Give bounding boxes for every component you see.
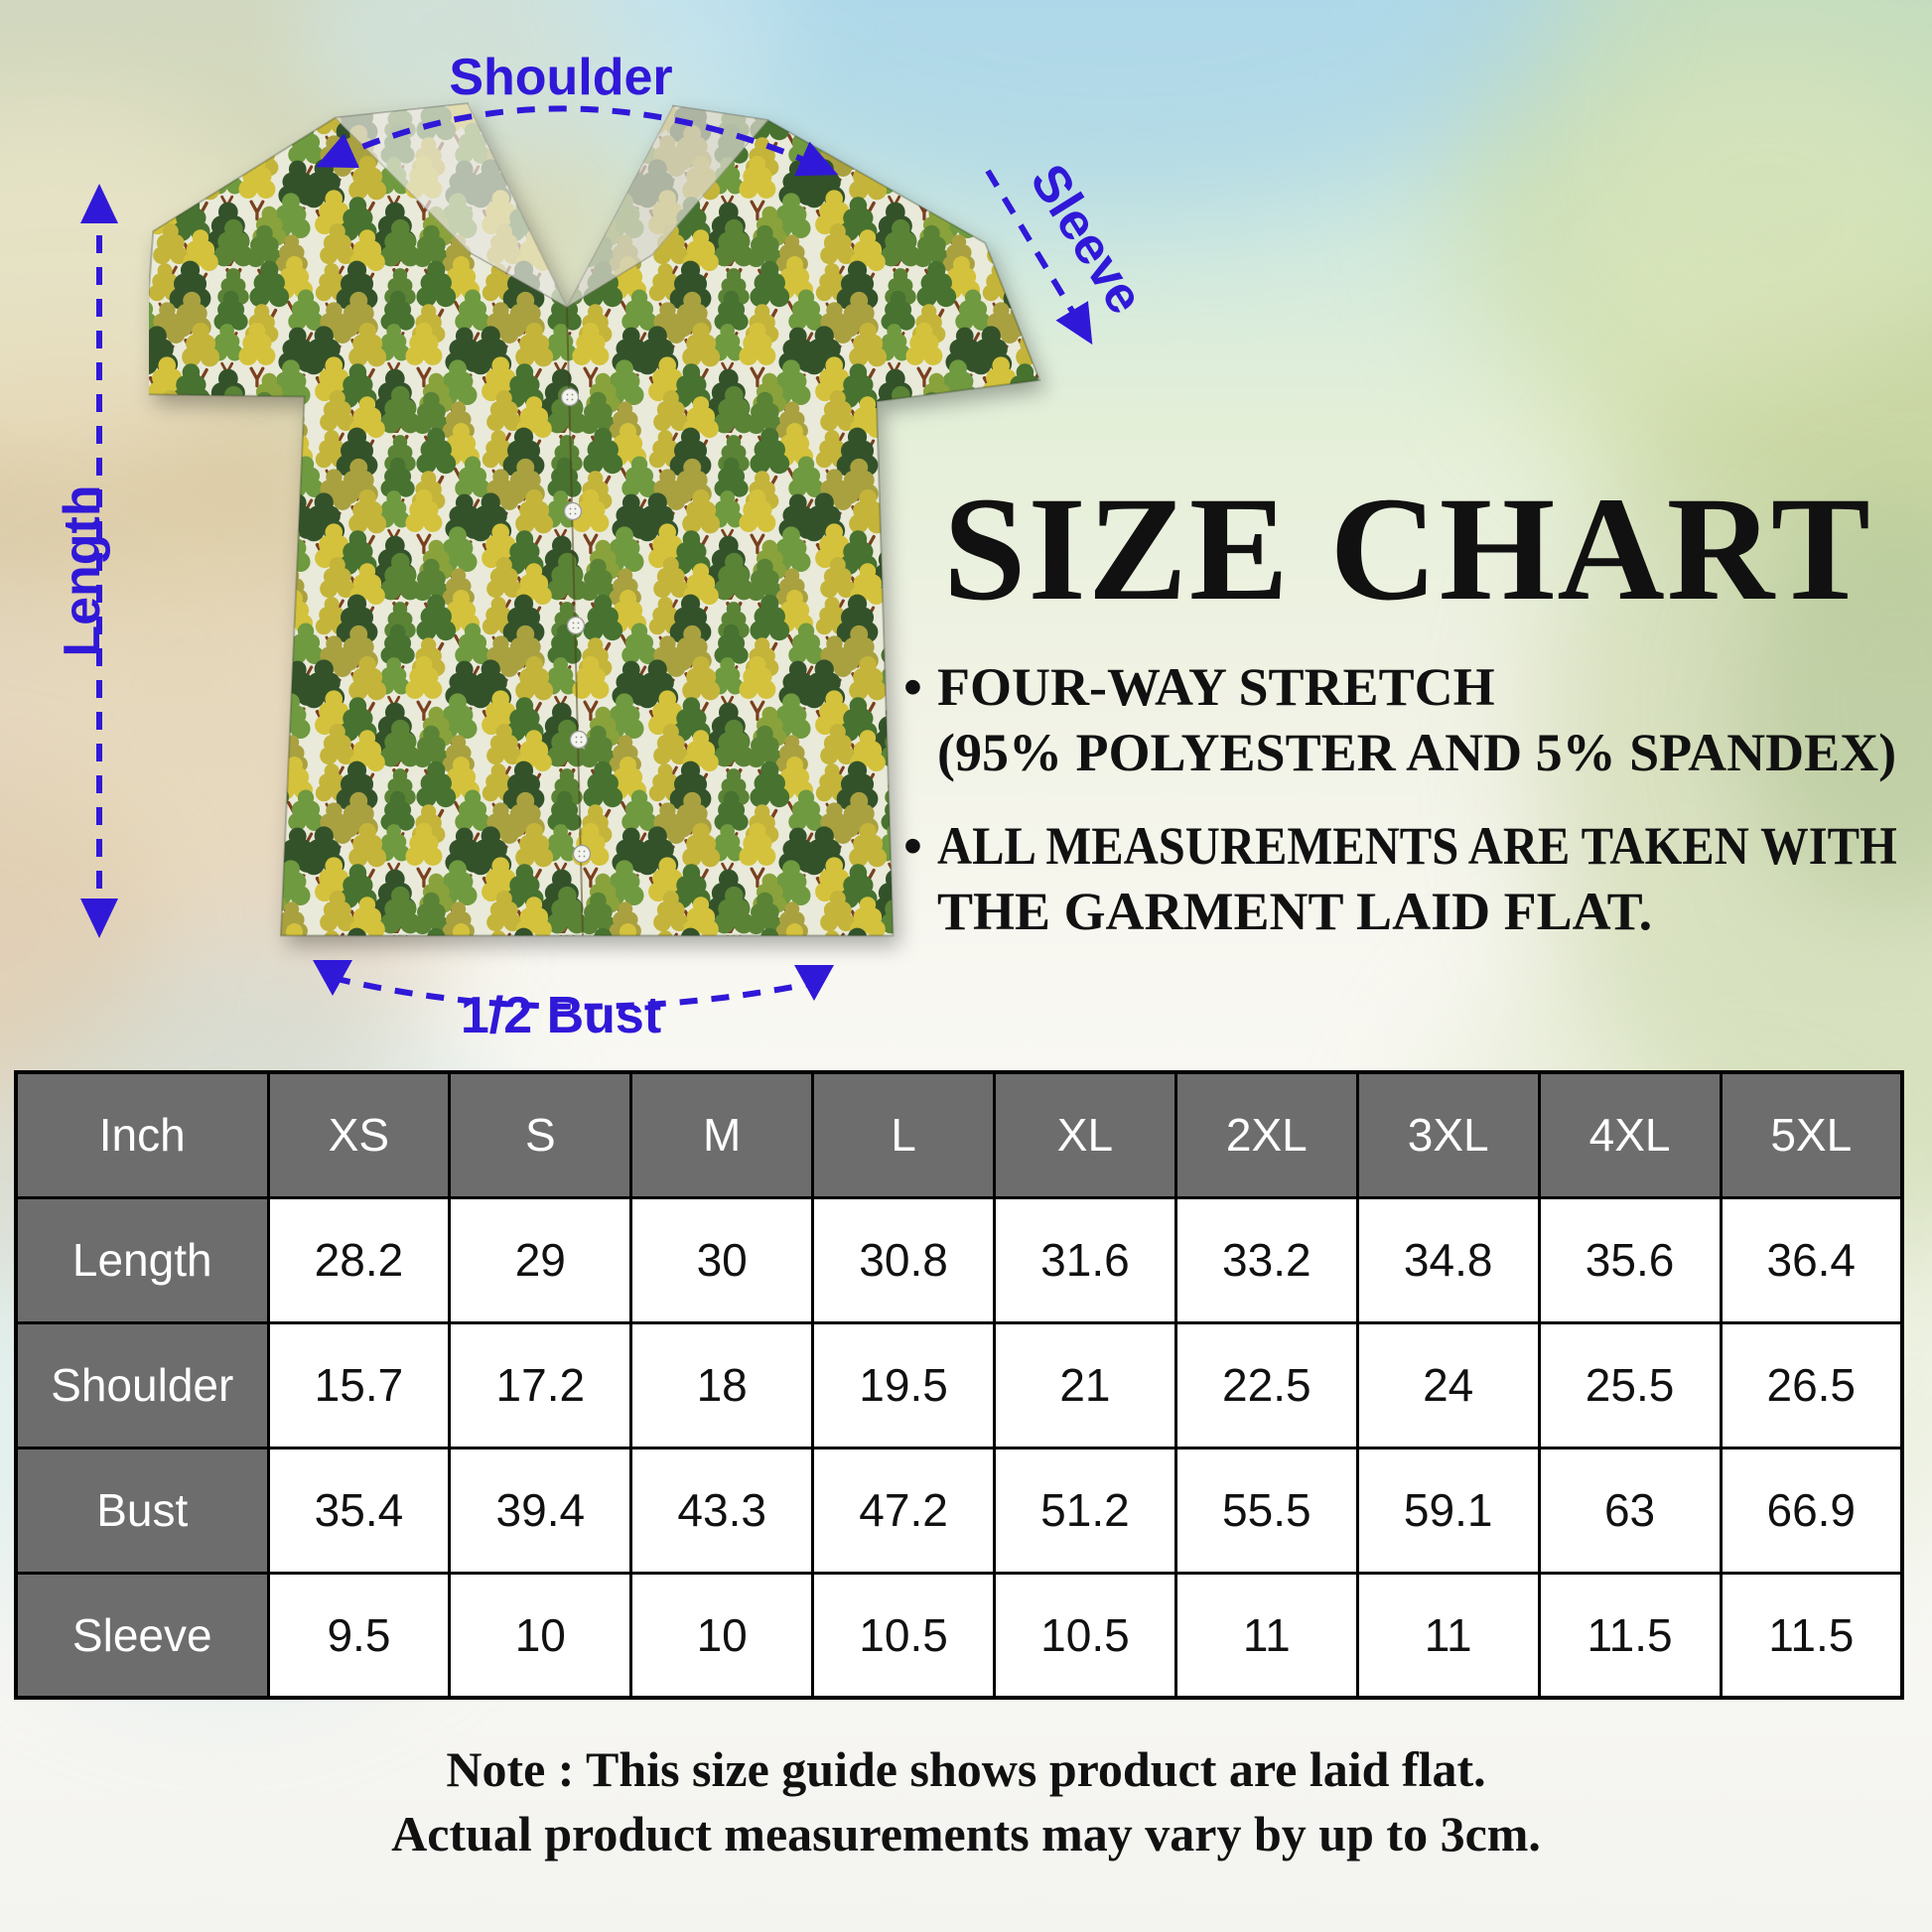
svg-text:1/2 Bust: 1/2 Bust bbox=[461, 987, 661, 1044]
